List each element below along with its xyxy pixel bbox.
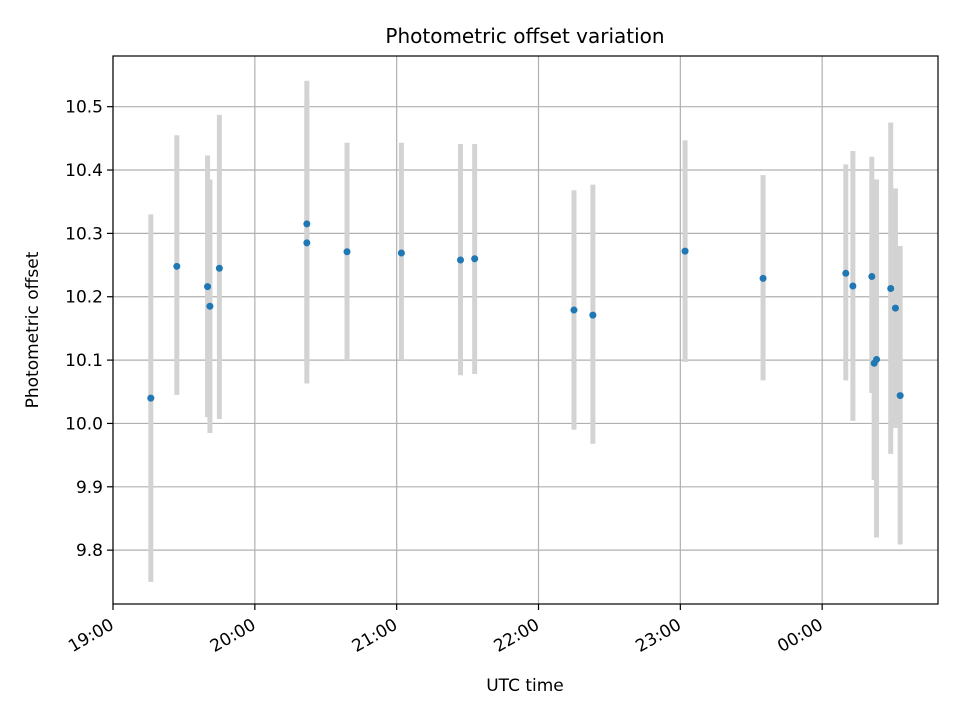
data-point <box>173 262 181 270</box>
data-point <box>397 249 405 257</box>
y-tick-label: 10.5 <box>65 98 103 118</box>
data-point <box>589 311 597 319</box>
data-point <box>456 256 464 264</box>
data-points <box>147 220 904 402</box>
data-point <box>206 302 214 310</box>
y-axis-label: Photometric offset <box>23 251 43 408</box>
y-tick-label: 10.1 <box>65 351 103 371</box>
y-tick-label: 9.8 <box>76 541 103 561</box>
data-point <box>303 220 311 228</box>
data-point <box>343 248 351 256</box>
y-tick-label: 10.4 <box>65 161 103 181</box>
grid <box>112 56 938 604</box>
y-tick-label: 10.0 <box>65 414 103 434</box>
plot-area-frame <box>112 55 939 605</box>
y-tick-label: 10.3 <box>65 224 103 244</box>
data-point <box>887 285 895 293</box>
data-point <box>215 264 223 272</box>
data-point <box>842 269 850 277</box>
y-axis-ticks: 9.8 9.9 10.0 10.1 10.2 10.3 10.4 10.5 <box>65 98 113 561</box>
data-point <box>873 355 881 363</box>
data-point <box>891 304 899 312</box>
x-axis-label: UTC time <box>486 676 564 696</box>
data-point <box>570 306 578 314</box>
data-point <box>759 274 767 282</box>
data-point <box>896 392 904 400</box>
y-tick-label: 10.2 <box>65 288 103 308</box>
data-point <box>849 282 857 290</box>
data-point <box>681 247 689 255</box>
data-point <box>868 272 876 280</box>
y-tick-label: 9.9 <box>76 478 103 498</box>
data-point <box>147 394 155 402</box>
data-point <box>471 255 479 263</box>
data-point <box>204 283 212 291</box>
chart-title: Photometric offset variation <box>385 24 664 48</box>
data-point <box>303 239 311 247</box>
